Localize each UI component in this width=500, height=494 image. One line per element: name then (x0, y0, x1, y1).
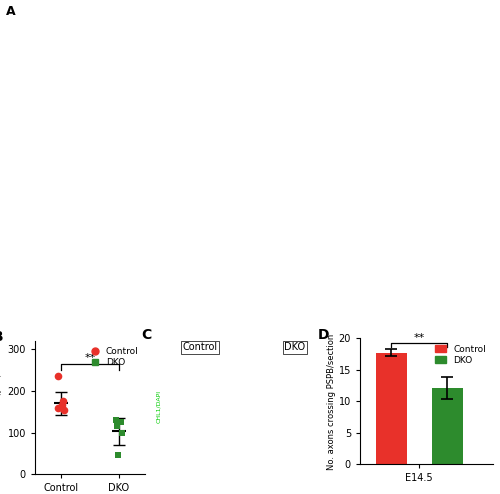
Text: **: ** (84, 353, 96, 363)
Text: C: C (141, 328, 152, 341)
Legend: Control, DKO: Control, DKO (90, 345, 140, 369)
Text: CHL1/DAPI: CHL1/DAPI (492, 146, 498, 183)
Text: CHL1/DAPI: CHL1/DAPI (156, 390, 162, 423)
Text: A: A (6, 5, 16, 18)
Y-axis label: CC width (μm): CC width (μm) (0, 372, 2, 443)
Text: **: ** (414, 333, 425, 343)
Text: DKO: DKO (284, 342, 306, 352)
Text: D: D (318, 329, 329, 342)
Legend: Control, DKO: Control, DKO (434, 343, 488, 367)
Text: B: B (0, 330, 4, 344)
Text: WT: WT (1, 37, 7, 48)
Bar (376, 353, 406, 464)
Text: Control: Control (182, 342, 218, 352)
Y-axis label: No. axons crossing PSPB/section: No. axons crossing PSPB/section (327, 333, 336, 469)
Text: E14.5: E14.5 (156, 344, 178, 353)
Bar (432, 388, 463, 464)
Text: ulk1-KO: ulk1-KO (1, 113, 6, 137)
